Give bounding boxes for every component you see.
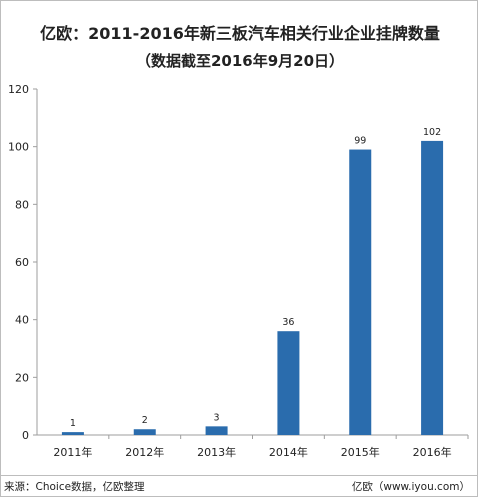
data-label: 102: [423, 127, 441, 138]
data-label: 36: [282, 317, 294, 328]
y-tick-label: 0: [22, 429, 29, 442]
y-tick-label: 120: [8, 83, 29, 96]
bar: [205, 426, 228, 435]
x-tick-label: 2013年: [197, 445, 236, 459]
bar: [61, 432, 84, 435]
chart-title: 亿欧：2011-2016年新三板汽车相关行业企业挂牌数量: [40, 24, 440, 43]
y-tick-label: 80: [15, 198, 29, 211]
data-label: 99: [354, 136, 366, 147]
chart-subtitle: （数据截至2016年9月20日）: [135, 52, 345, 70]
x-tick-label: 2012年: [125, 445, 164, 459]
y-tick-label: 20: [15, 371, 29, 384]
data-label: 1: [70, 418, 76, 429]
y-tick-label: 40: [15, 314, 29, 327]
y-tick-label: 60: [15, 256, 29, 269]
x-tick-label: 2015年: [341, 445, 380, 459]
data-label: 3: [214, 412, 220, 423]
y-tick-label: 100: [8, 141, 29, 154]
bar: [277, 331, 300, 435]
x-tick-label: 2011年: [53, 445, 92, 459]
footer: 来源：Choice数据，亿欧整理 亿欧（www.iyou.com）: [0, 475, 478, 499]
source-note: 来源：Choice数据，亿欧整理: [4, 481, 145, 493]
bar: [421, 140, 444, 435]
x-tick-label: 2016年: [413, 445, 452, 459]
bar: [133, 429, 156, 435]
site-credit: 亿欧（www.iyou.com）: [351, 481, 470, 493]
x-tick-label: 2014年: [269, 445, 308, 459]
bar: [349, 149, 372, 436]
data-label: 2: [142, 415, 148, 426]
